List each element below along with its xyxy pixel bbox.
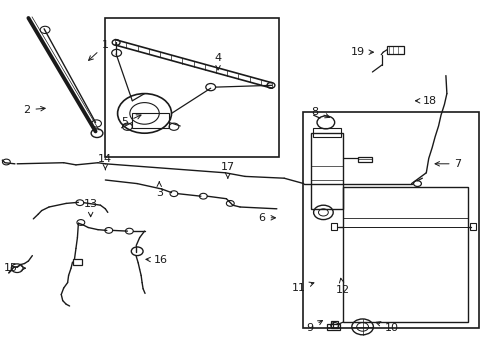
Bar: [358, 157, 372, 162]
Text: 2: 2: [24, 105, 45, 115]
Text: 11: 11: [292, 282, 314, 293]
Text: 12: 12: [336, 278, 350, 295]
Text: 1: 1: [89, 40, 109, 60]
Text: 6: 6: [259, 213, 275, 223]
Text: 10: 10: [376, 321, 399, 333]
Text: 19: 19: [351, 47, 373, 57]
Bar: [331, 321, 338, 328]
Bar: [311, 133, 343, 209]
Text: 9: 9: [307, 320, 322, 333]
Text: 8: 8: [312, 107, 330, 118]
Bar: [303, 112, 479, 328]
Bar: [387, 46, 404, 54]
Bar: [470, 223, 476, 230]
Bar: [343, 187, 468, 227]
Text: 5: 5: [122, 115, 141, 127]
Text: 17: 17: [221, 162, 235, 178]
Bar: [105, 18, 279, 157]
Text: 13: 13: [84, 199, 98, 217]
Bar: [132, 113, 169, 128]
Bar: [313, 128, 341, 137]
Text: 14: 14: [98, 154, 112, 170]
Text: 3: 3: [156, 182, 163, 198]
Text: 18: 18: [416, 96, 437, 106]
Text: 16: 16: [146, 255, 168, 265]
Bar: [343, 187, 468, 322]
Bar: [327, 324, 340, 330]
Bar: [73, 259, 82, 265]
Text: 15: 15: [4, 263, 25, 273]
Text: 7: 7: [435, 159, 462, 169]
Bar: [331, 223, 337, 230]
Text: 4: 4: [215, 53, 221, 70]
